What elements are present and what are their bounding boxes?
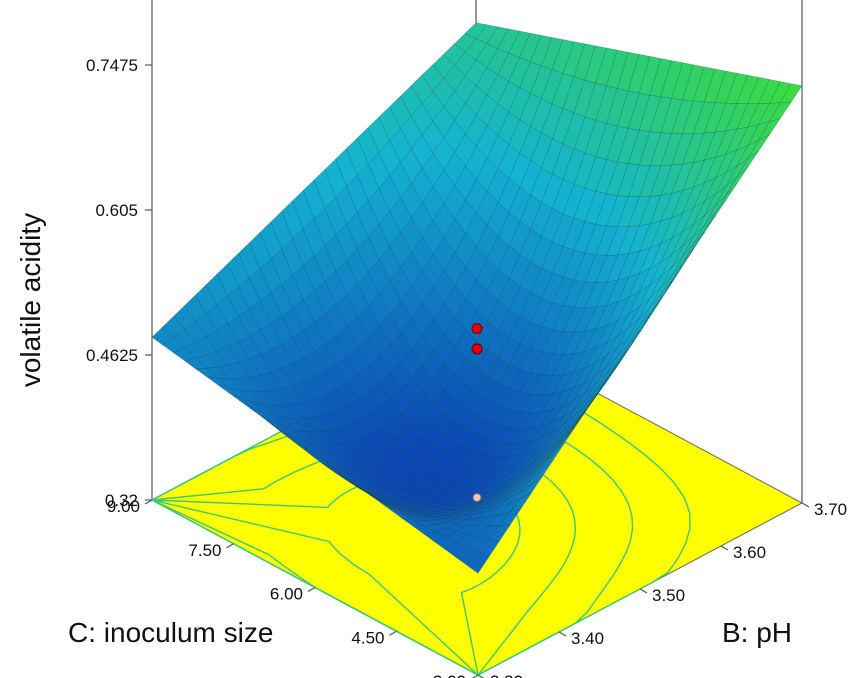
y-axis-title: B: pH (722, 617, 792, 648)
y-tick-mark (558, 631, 567, 637)
x-tick-label: 6.00 (270, 585, 303, 604)
design-points (471, 323, 483, 502)
y-tick-label: 3.30 (490, 672, 523, 678)
surface-facet (466, 552, 490, 574)
y-tick-label: 3.40 (571, 629, 604, 648)
x-tick-label: 4.50 (351, 628, 384, 647)
x-tick-mark (389, 630, 397, 636)
y-tick-label: 3.70 (814, 500, 847, 519)
axis-ticks: 0.320.46250.6050.74750.893.004.506.007.5… (86, 56, 847, 678)
z-tick-label: 0.7475 (86, 56, 138, 75)
x-axis-title: C: inoculum size (68, 617, 273, 648)
z-tick-label: 0.4625 (86, 346, 138, 365)
y-tick-mark (801, 502, 810, 508)
y-tick-mark (477, 674, 485, 678)
x-tick-label: 3.00 (433, 672, 466, 678)
x-tick-mark (471, 674, 479, 678)
y-tick-mark (639, 588, 648, 594)
x-tick-mark (144, 499, 153, 505)
response-surface-mesh (151, 22, 803, 574)
z-axis-title: volatile acidity (15, 213, 46, 387)
design-point-marker (471, 323, 483, 335)
z-tick-label: 0.32 (105, 491, 138, 510)
x-tick-mark (307, 586, 316, 593)
x-tick-label: 7.50 (188, 541, 221, 560)
design-point-floor-marker (472, 493, 482, 502)
design-point-marker (471, 343, 483, 355)
y-tick-label: 3.60 (733, 543, 766, 562)
y-tick-label: 3.50 (652, 586, 685, 605)
x-tick-mark (226, 543, 234, 549)
z-tick-label: 0.605 (95, 201, 138, 220)
x-tick-label: 9.00 (107, 497, 140, 516)
y-tick-mark (720, 545, 729, 551)
